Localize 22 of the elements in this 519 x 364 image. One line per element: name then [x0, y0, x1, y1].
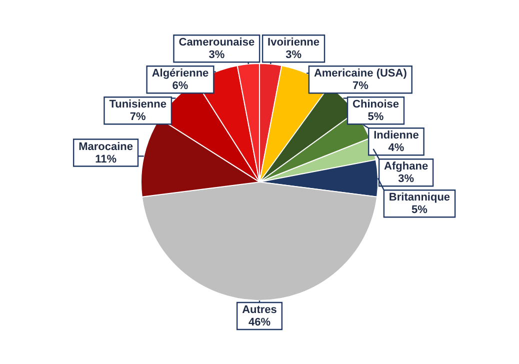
data-label: 3%	[398, 173, 414, 186]
slice-label: Tunisienne	[109, 98, 166, 111]
slice-label: Britannique	[388, 192, 450, 204]
data-label: 5%	[412, 204, 428, 216]
slice-label: Indienne	[374, 130, 419, 142]
data-label: 3%	[286, 49, 302, 62]
slice-label: Afghane	[384, 160, 428, 173]
slice-label: Autres	[242, 304, 277, 316]
data-label: 4%	[388, 142, 404, 154]
data-label: 7%	[352, 80, 369, 92]
data-label: 11%	[95, 153, 117, 166]
data-label: 5%	[368, 111, 384, 124]
slice-label: Algérienne	[152, 68, 209, 80]
slice-label: Marocaine	[78, 140, 134, 153]
slice-label: Camerounaise	[178, 36, 255, 49]
slice-label: Ivoirienne	[268, 36, 320, 49]
data-label: 3%	[208, 49, 225, 62]
slice-label: Chinoise	[352, 98, 399, 111]
slice-label: Americaine (USA)	[314, 68, 408, 80]
data-label: 6%	[172, 80, 188, 92]
data-label: 7%	[130, 111, 146, 124]
data-label: 46%	[248, 316, 271, 329]
